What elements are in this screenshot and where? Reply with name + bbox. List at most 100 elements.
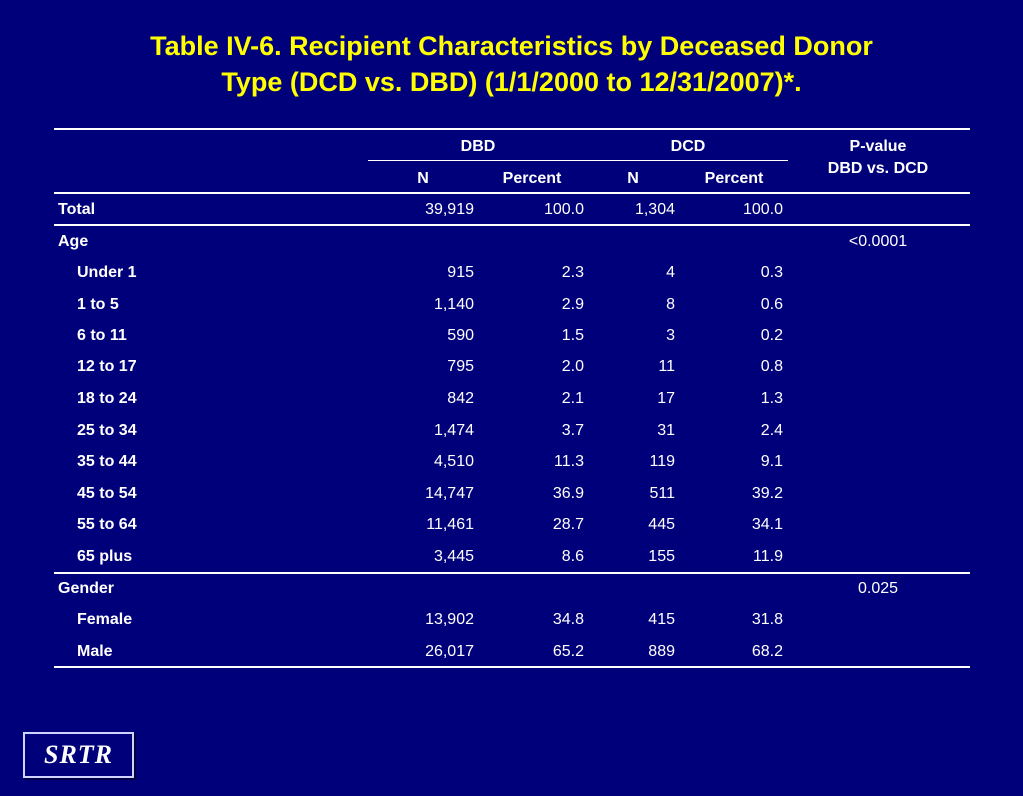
table-row: 35 to 44 4,510 11.3 119 9.1 <box>0 452 1023 476</box>
row-label: Female <box>77 611 133 628</box>
slide-title: Table IV-6. Recipient Characteristics by… <box>0 28 1023 100</box>
cell-dbd-percent: 65.2 <box>552 643 584 660</box>
table-row: 18 to 24 842 2.1 17 1.3 <box>0 389 1023 413</box>
header-bottom-rule <box>54 192 970 194</box>
cell-dbd-percent: 11.3 <box>554 453 584 470</box>
row-label: 6 to 11 <box>77 327 127 344</box>
cell-dcd-percent: 11.9 <box>753 548 783 565</box>
table-row: 25 to 34 1,474 3.7 31 2.4 <box>0 421 1023 445</box>
header-dbd: DBD <box>460 138 496 155</box>
slide-title-line-2: Type (DCD vs. DBD) (1/1/2000 to 12/31/20… <box>221 67 802 97</box>
cell-dbd-n: 39,919 <box>425 201 474 218</box>
cell-dbd-percent: 2.0 <box>561 358 584 375</box>
header-dbd-percent: Percent <box>502 170 562 187</box>
cell-dbd-percent: 8.6 <box>561 548 584 565</box>
cell-dbd-percent: 1.5 <box>561 327 584 344</box>
cell-dbd-n: 26,017 <box>425 643 474 660</box>
row-label: Total <box>58 201 96 218</box>
cell-dcd-percent: 100.0 <box>742 201 783 218</box>
table-top-rule <box>54 128 970 130</box>
table-row: Female 13,902 34.8 415 31.8 <box>0 610 1023 634</box>
cell-dcd-n: 511 <box>649 485 675 502</box>
cell-dbd-n: 13,902 <box>425 611 474 628</box>
table-row: 65 plus 3,445 8.6 155 11.9 <box>0 547 1023 571</box>
cell-dcd-percent: 0.3 <box>760 264 783 281</box>
row-label: 65 plus <box>77 548 133 565</box>
table-bottom-rule <box>54 666 970 668</box>
cell-dcd-percent: 1.3 <box>760 390 783 407</box>
cell-dcd-percent: 0.2 <box>760 327 783 344</box>
table-row: Age <0.0001 <box>0 232 1023 256</box>
cell-dcd-percent: 0.6 <box>760 296 783 313</box>
table-row: 6 to 11 590 1.5 3 0.2 <box>0 326 1023 350</box>
cell-pvalue: 0.025 <box>857 580 899 597</box>
cell-dcd-n: 8 <box>666 296 675 313</box>
cell-dcd-percent: 34.1 <box>751 516 783 533</box>
cell-dcd-percent: 31.8 <box>751 611 783 628</box>
row-label: 45 to 54 <box>77 485 137 502</box>
cell-dcd-n: 445 <box>648 516 675 533</box>
cell-dbd-n: 1,140 <box>433 296 474 313</box>
rule-after-total <box>54 224 970 226</box>
cell-dcd-percent: 0.8 <box>760 358 783 375</box>
cell-dcd-percent: 68.2 <box>751 643 783 660</box>
cell-dcd-n: 155 <box>648 548 675 565</box>
cell-dcd-n: 17 <box>657 390 675 407</box>
row-label: Age <box>58 233 89 250</box>
cell-dcd-n: 119 <box>649 453 675 470</box>
table-row: 45 to 54 14,747 36.9 511 39.2 <box>0 484 1023 508</box>
cell-dbd-percent: 2.3 <box>561 264 584 281</box>
cell-dcd-percent: 2.4 <box>760 422 783 439</box>
table-row: 1 to 5 1,140 2.9 8 0.6 <box>0 295 1023 319</box>
row-label: 12 to 17 <box>77 358 137 375</box>
table-row: Male 26,017 65.2 889 68.2 <box>0 642 1023 666</box>
row-label: Gender <box>58 580 115 597</box>
table-row: Gender 0.025 <box>0 579 1023 603</box>
cell-dbd-percent: 34.8 <box>552 611 584 628</box>
cell-dcd-n: 4 <box>666 264 675 281</box>
cell-pvalue: <0.0001 <box>848 233 908 250</box>
cell-dcd-n: 1,304 <box>634 201 675 218</box>
header-group-rule <box>368 160 788 161</box>
table-row: Total 39,919 100.0 1,304 100.0 <box>0 200 1023 224</box>
cell-dbd-percent: 2.9 <box>561 296 584 313</box>
cell-dbd-n: 795 <box>447 358 474 375</box>
row-label: Male <box>77 643 113 660</box>
header-dbd-n: N <box>417 170 429 187</box>
table-row: Under 1 915 2.3 4 0.3 <box>0 263 1023 287</box>
cell-dbd-n: 590 <box>447 327 474 344</box>
header-pvalue-line-1: P-value <box>849 138 907 155</box>
row-label: 1 to 5 <box>77 296 119 313</box>
cell-dcd-n: 31 <box>657 422 675 439</box>
cell-dbd-n: 11,461 <box>426 516 474 533</box>
cell-dbd-n: 842 <box>447 390 474 407</box>
cell-dcd-n: 11 <box>658 358 675 375</box>
cell-dbd-n: 3,445 <box>433 548 474 565</box>
cell-dcd-percent: 39.2 <box>751 485 783 502</box>
header-pvalue-line-2: DBD vs. DCD <box>827 160 929 177</box>
cell-dbd-n: 1,474 <box>433 422 474 439</box>
cell-dcd-n: 3 <box>666 327 675 344</box>
cell-dbd-percent: 100.0 <box>543 201 584 218</box>
slide-title-line-1: Table IV-6. Recipient Characteristics by… <box>150 31 873 61</box>
header-dcd-percent: Percent <box>704 170 764 187</box>
cell-dbd-percent: 2.1 <box>561 390 584 407</box>
cell-dbd-percent: 28.7 <box>552 516 584 533</box>
cell-dbd-n: 4,510 <box>433 453 474 470</box>
rule-before-gender <box>54 572 970 574</box>
row-label: 18 to 24 <box>77 390 137 407</box>
header-dcd-n: N <box>627 170 639 187</box>
cell-dbd-n: 14,747 <box>425 485 474 502</box>
cell-dcd-n: 889 <box>648 643 675 660</box>
row-label: 25 to 34 <box>77 422 137 439</box>
cell-dcd-n: 415 <box>648 611 675 628</box>
row-label: 55 to 64 <box>77 516 137 533</box>
header-dcd: DCD <box>670 138 706 155</box>
srtr-logo: SRTR <box>23 732 134 778</box>
cell-dbd-percent: 3.7 <box>561 422 584 439</box>
cell-dbd-percent: 36.9 <box>552 485 584 502</box>
table-row: 12 to 17 795 2.0 11 0.8 <box>0 357 1023 381</box>
table-row: 55 to 64 11,461 28.7 445 34.1 <box>0 515 1023 539</box>
cell-dbd-n: 915 <box>447 264 474 281</box>
row-label: Under 1 <box>77 264 137 281</box>
